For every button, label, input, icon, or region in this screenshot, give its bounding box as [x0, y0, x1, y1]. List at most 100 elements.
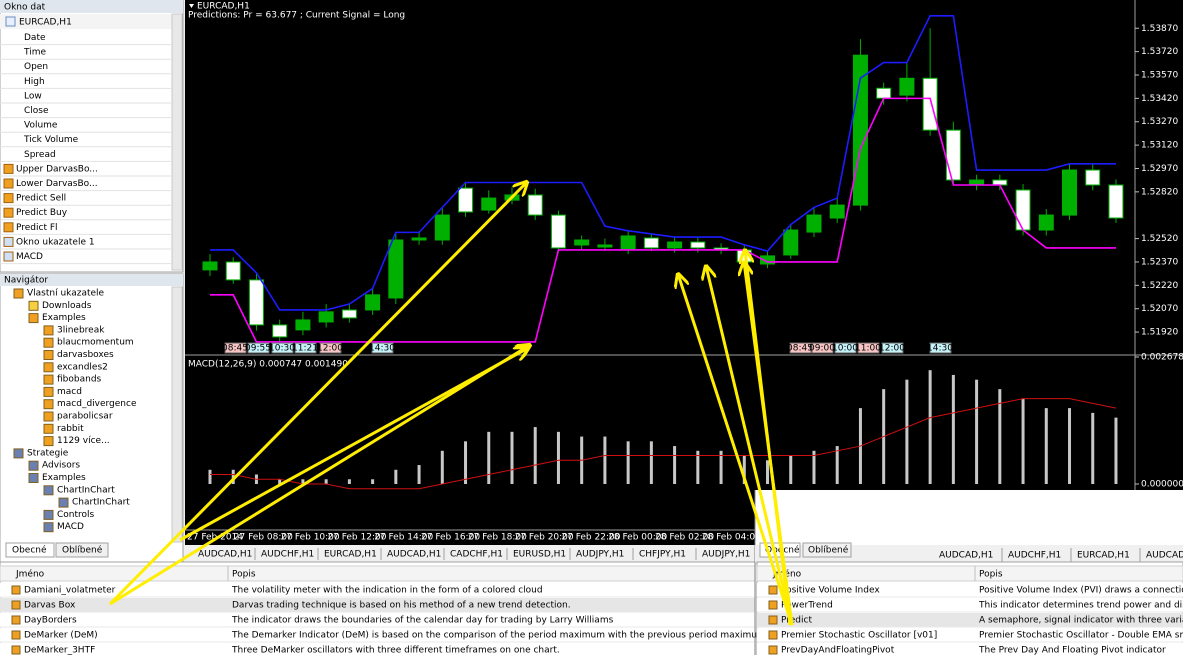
candle-body	[481, 197, 497, 211]
tree-item[interactable]: parabolicsar	[57, 412, 113, 422]
macd-bar	[556, 431, 560, 484]
tree-item[interactable]: macd_divergence	[57, 399, 137, 409]
chart-subtitle: Predictions: Pr = 63.677 ; Current Signa…	[188, 11, 405, 21]
tree-item[interactable]: ChartInChart	[72, 498, 130, 508]
macd-bar	[533, 427, 537, 484]
indicator-icon	[3, 207, 14, 218]
tab	[55, 542, 109, 558]
tree-item[interactable]: ChartInChart	[57, 485, 115, 495]
arrow	[706, 266, 794, 626]
data-symbol: EURCAD,H1	[19, 18, 72, 28]
table-cell[interactable]: DeMarker_3HTF	[24, 646, 95, 655]
x-tick-label: 27 Feb 12:00	[327, 533, 386, 543]
row-icon	[768, 600, 778, 610]
chart-tab[interactable]: EURCAD,H1	[1077, 551, 1130, 561]
tree-item[interactable]: Strategie	[27, 448, 69, 458]
table-cell[interactable]: DayBorders	[24, 616, 77, 626]
chart-tab[interactable]: AUDCAD,H1	[1146, 551, 1183, 561]
indicator-icon	[3, 222, 14, 233]
column-header: Popis	[232, 570, 256, 580]
y-tick-label: 1.52970	[1141, 164, 1178, 174]
tree-item[interactable]: Controls	[57, 510, 95, 520]
tree-item[interactable]: fibobands	[57, 375, 102, 385]
macd-bar	[278, 479, 282, 484]
subwindow-title: MACD(12,26,9) 0.000747 0.001490	[188, 360, 348, 370]
panel-header	[0, 0, 183, 13]
tree-item[interactable]: Examples	[42, 313, 86, 323]
candle-body	[945, 129, 961, 181]
chart-tab[interactable]: AUDCHF,H1	[261, 550, 314, 560]
tree-item[interactable]: excandles2	[57, 362, 108, 372]
signal-line	[210, 398, 1117, 490]
data-row-label: Low	[24, 91, 42, 101]
candle-body	[341, 309, 357, 319]
chart-tab[interactable]: AUDJPY,H1	[702, 550, 750, 560]
table-cell: The indicator draws the boundaries of th…	[231, 616, 614, 626]
candle-body	[550, 214, 566, 249]
row-icon	[11, 615, 21, 625]
tree-icon	[43, 399, 54, 410]
symbol-row	[0, 14, 172, 29]
macd-bar	[417, 465, 421, 484]
table-cell[interactable]: Predict	[781, 616, 812, 626]
candle-body	[876, 87, 892, 99]
chart-tab[interactable]: AUDJPY,H1	[576, 550, 624, 560]
chart-tab[interactable]: EURUSD,H1	[513, 550, 566, 560]
data-row-label: Upper DarvasBo...	[16, 164, 98, 174]
tree-item[interactable]: Examples	[42, 473, 86, 483]
row-icon	[11, 645, 21, 655]
session-box	[224, 342, 247, 354]
candle-body	[318, 311, 334, 323]
indicator-icon	[3, 163, 14, 174]
x-tick-label: 27 Feb 10:00	[281, 533, 340, 543]
chart-tab[interactable]: CADCHF,H1	[450, 550, 503, 560]
y-tick-label: 1.52520	[1141, 234, 1178, 244]
data-row-label: Lower DarvasBo...	[16, 179, 98, 189]
tree-item[interactable]: blaucmomentum	[57, 338, 134, 348]
data-row-label: Spread	[24, 150, 56, 160]
chart-tab[interactable]: AUDCAD,H1	[198, 550, 252, 560]
table-header	[756, 565, 1183, 582]
tree-icon	[43, 374, 54, 385]
data-row-label: Predict Fl	[16, 223, 58, 233]
chart-tab[interactable]: EURCAD,H1	[324, 550, 377, 560]
data-row-label: Volume	[24, 121, 58, 131]
y-tick-label: 1.53870	[1141, 24, 1178, 34]
tab-label[interactable]: Oblíbené	[62, 545, 103, 556]
tab-label[interactable]: Obecné	[12, 545, 47, 556]
session-label: 12:00	[879, 344, 905, 354]
x-tick-label: 27 Feb 18:00	[468, 533, 527, 543]
tree-item[interactable]: MACD	[57, 522, 84, 532]
tree-item[interactable]: 1129 více...	[57, 436, 110, 446]
tree-item[interactable]: darvasboxes	[57, 350, 114, 360]
tab-label[interactable]: Oblíbené	[808, 545, 849, 556]
session-box	[271, 342, 294, 354]
session-box	[294, 342, 317, 354]
data-row-label: Predict Buy	[16, 208, 68, 218]
chart-tab[interactable]: AUDCAD,H1	[387, 550, 441, 560]
tree-item[interactable]: Downloads	[42, 301, 92, 311]
table-cell[interactable]: DeMarker (DeM)	[24, 631, 98, 641]
tree-item[interactable]: Advisors	[42, 461, 80, 471]
tree-icon	[43, 436, 54, 447]
candle-body	[1015, 189, 1031, 231]
tree-item[interactable]: 3linebreak	[57, 325, 105, 335]
table-cell[interactable]: Premier Stochastic Oscillator [v01]	[781, 631, 937, 641]
chart-tab[interactable]: AUDCAD,H1	[939, 551, 993, 561]
macd-bar	[998, 389, 1002, 484]
chart-tab[interactable]: CHFJPY,H1	[639, 550, 686, 560]
chart-tab[interactable]: AUDCHF,H1	[1008, 551, 1061, 561]
annotation: MACD	[1030, 378, 1060, 388]
table-cell[interactable]: Positive Volume Index	[781, 586, 880, 596]
tree-item[interactable]: rabbit	[57, 424, 84, 434]
macd-bar	[208, 469, 212, 484]
tree-item[interactable]: macd	[57, 387, 82, 397]
table-cell[interactable]: Damiani_volatmeter	[24, 586, 116, 596]
chart-icon	[5, 16, 16, 27]
table-cell[interactable]: Darvas Box	[24, 601, 76, 611]
row-icon	[768, 630, 778, 640]
table-cell[interactable]: PowerTrend	[781, 601, 833, 611]
table-cell[interactable]: PrevDayAndFloatingPivot	[781, 646, 895, 655]
tree-item[interactable]: Vlastní ukazatele	[27, 289, 105, 299]
candle-body	[1108, 184, 1124, 219]
